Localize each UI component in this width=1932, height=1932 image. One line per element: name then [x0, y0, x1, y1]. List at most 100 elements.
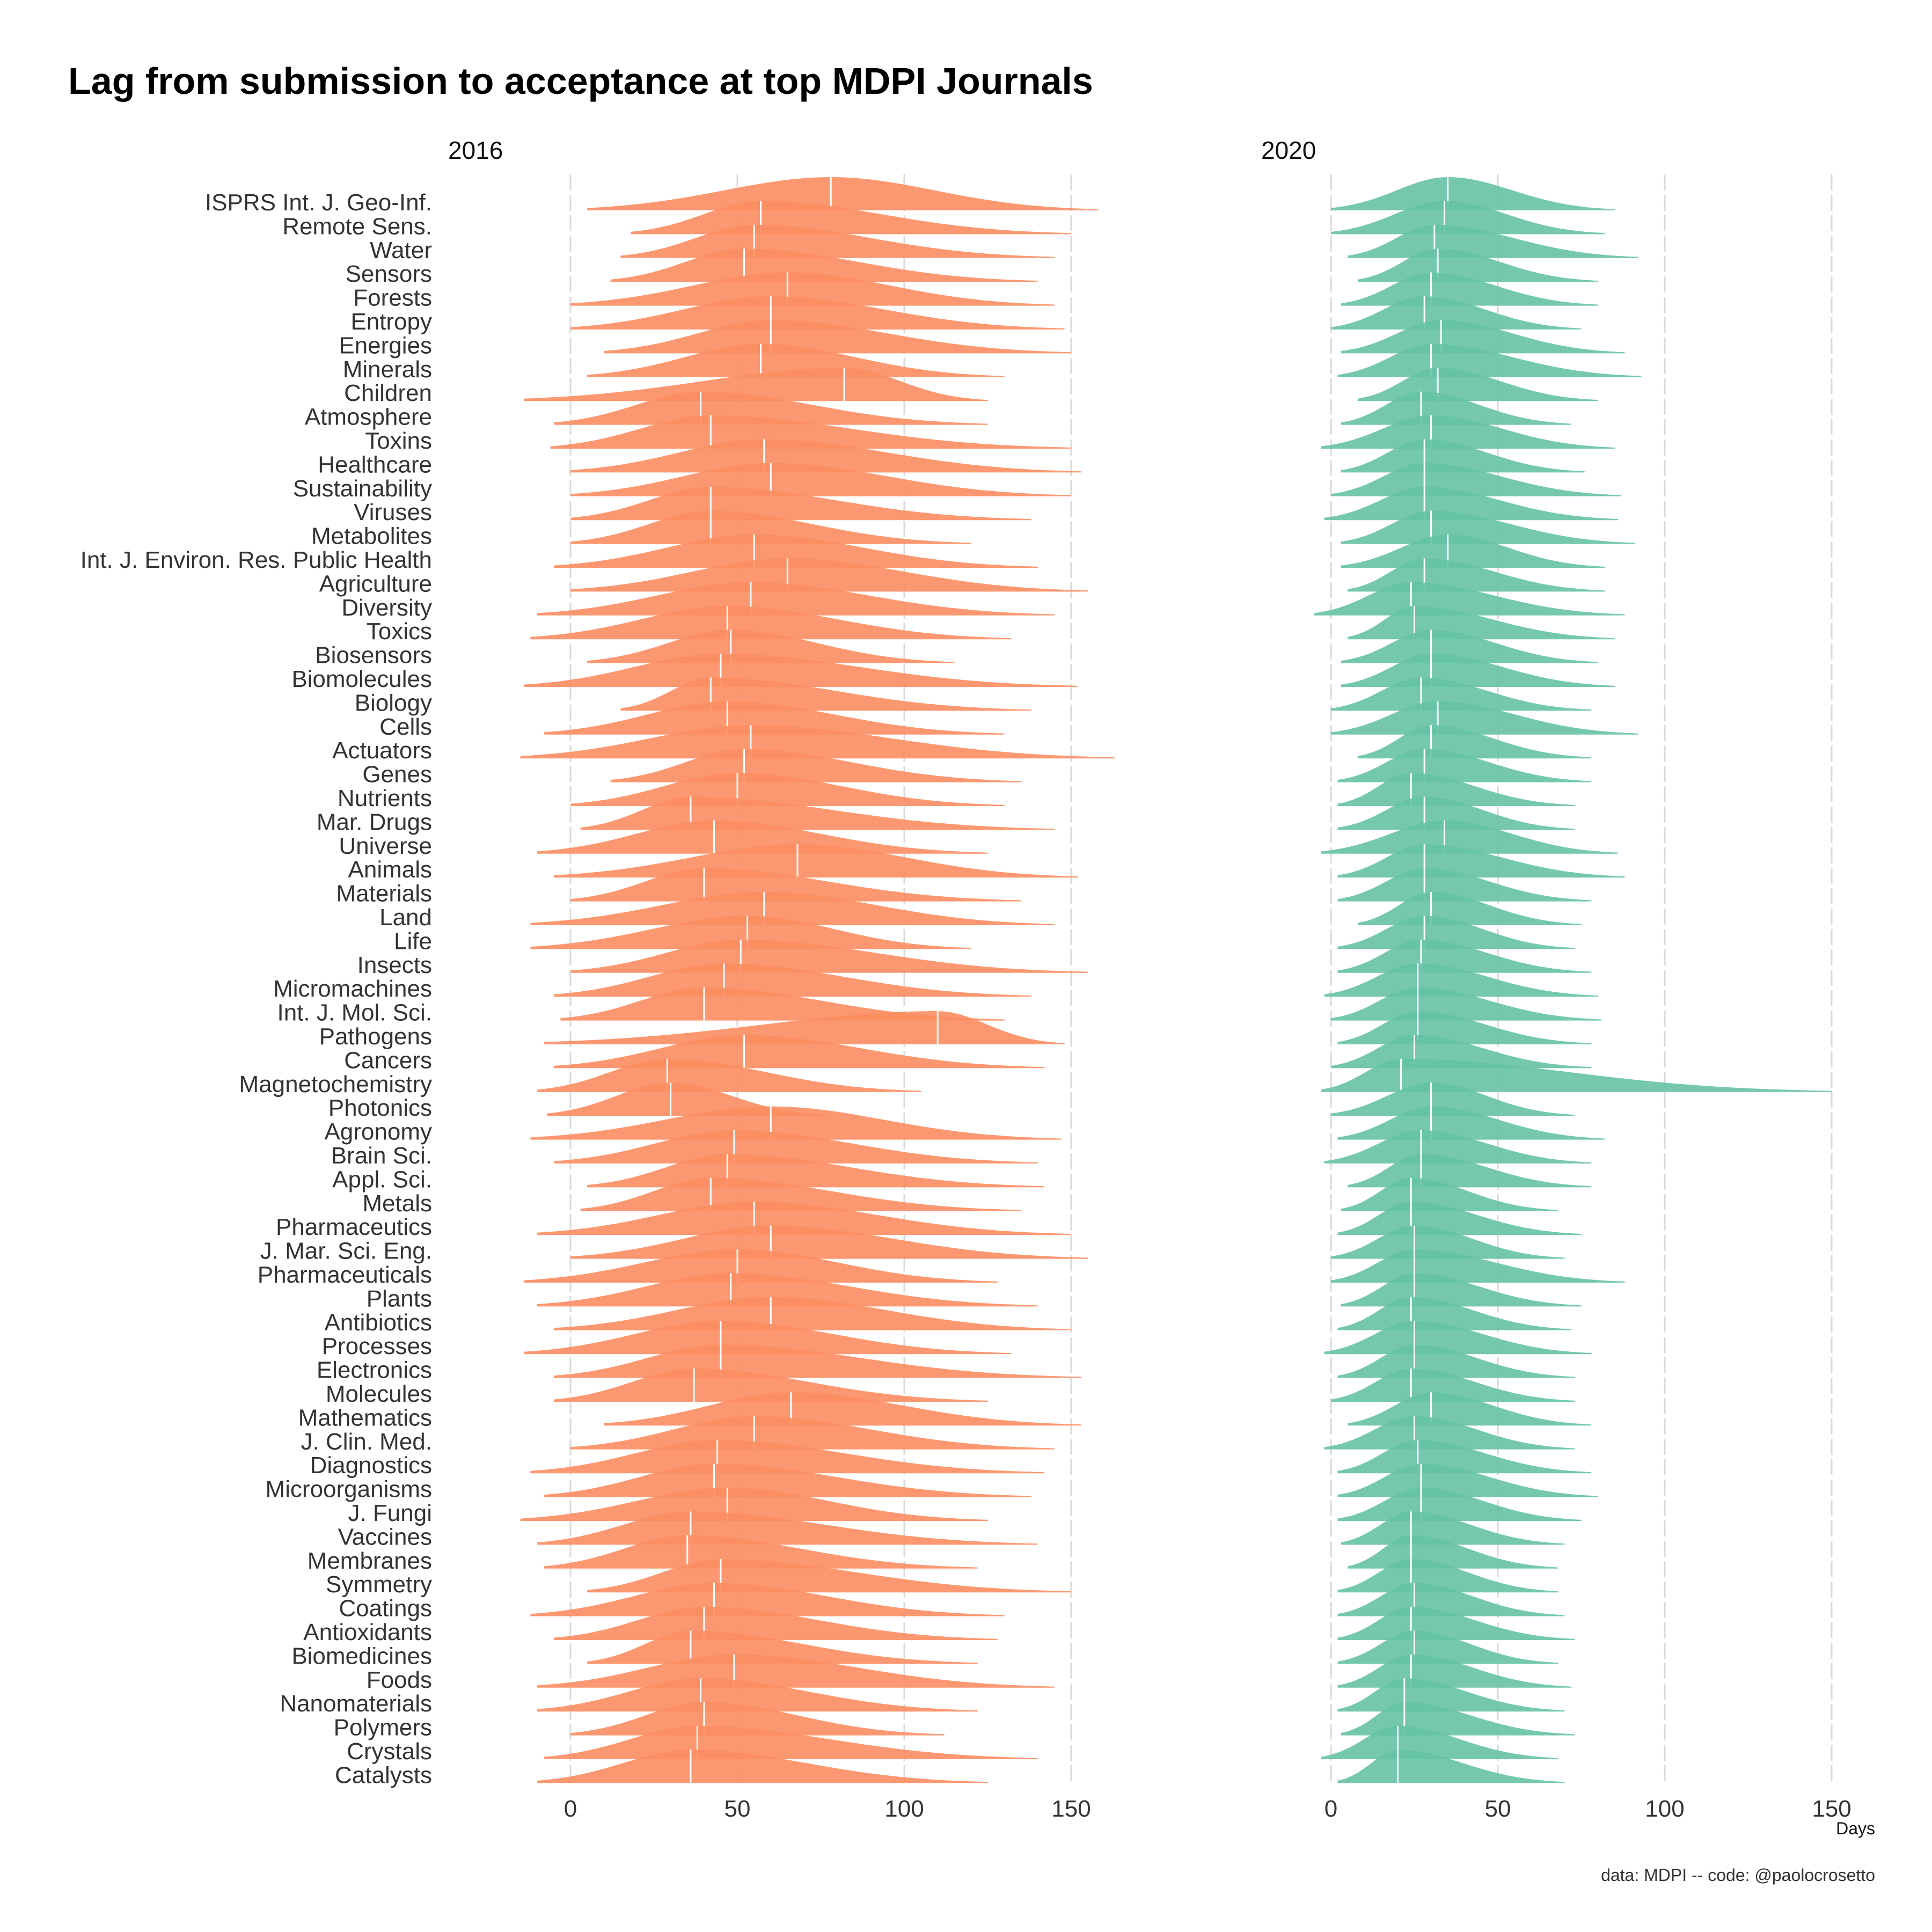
- ridge-2020-agronomy: [1337, 1106, 1605, 1140]
- journal-label-metals: Metals: [362, 1190, 432, 1217]
- ridge-2016-isprs-int-j-geo-inf: [587, 177, 1098, 210]
- ridge-2020-animals: [1337, 844, 1625, 878]
- ridge-2016-children: [523, 368, 988, 401]
- ridge-2016-nanomaterials: [537, 1678, 978, 1712]
- journal-label-biomolecules: Biomolecules: [291, 666, 432, 692]
- ridge-2016-actuators: [520, 725, 1115, 759]
- ridge-2020-molecules: [1331, 1368, 1575, 1402]
- ridge-2020-sustainability: [1331, 463, 1622, 496]
- journal-label-int-j-mol-sci: Int. J. Mol. Sci.: [277, 1000, 432, 1026]
- ridge-2016-insects: [570, 939, 1088, 973]
- ridge-2020-j-mar-sci-eng: [1331, 1225, 1565, 1259]
- ridge-2020-electronics: [1337, 1344, 1575, 1378]
- journal-label-agriculture: Agriculture: [319, 570, 432, 597]
- ridge-2016-biosensors: [587, 630, 955, 663]
- ridge-2016-foods: [537, 1654, 1055, 1688]
- ridge-2020-nanomaterials: [1337, 1678, 1565, 1712]
- ridge-2020-biosensors: [1341, 630, 1598, 663]
- ridge-2020-biomolecules: [1341, 654, 1615, 687]
- ridge-2020-biology: [1331, 677, 1592, 711]
- journal-label-catalysts: Catalysts: [335, 1762, 432, 1788]
- ridge-2016-crystals: [544, 1726, 1038, 1759]
- ridge-2016-processes: [523, 1321, 1011, 1355]
- journal-label-j-clin-med: J. Clin. Med.: [301, 1429, 432, 1455]
- ridge-2020-pathogens: [1337, 1011, 1592, 1044]
- ridge-2020-materials: [1337, 868, 1592, 902]
- journal-label-symmetry: Symmetry: [326, 1571, 432, 1598]
- journal-label-isprs-int-j-geo-inf: ISPRS Int. J. Geo-Inf.: [205, 189, 432, 216]
- ridge-2016-genes: [610, 749, 1021, 782]
- ridge-2020-catalysts: [1337, 1750, 1565, 1783]
- ridge-2020-isprs-int-j-geo-inf: [1331, 177, 1615, 210]
- journal-label-cancers: Cancers: [344, 1047, 432, 1073]
- ridge-2020-atmosphere: [1341, 391, 1571, 425]
- journal-label-nanomaterials: Nanomaterials: [280, 1690, 432, 1717]
- journal-label-genes: Genes: [362, 762, 432, 788]
- ridge-2020-mar-drugs: [1337, 796, 1575, 830]
- ridge-2020-plants: [1341, 1273, 1582, 1307]
- ridge-2016-pharmaceutics: [537, 1202, 1071, 1235]
- ridge-2016-water: [620, 224, 1055, 258]
- ridge-2020-coatings: [1337, 1583, 1565, 1616]
- journal-label-toxics: Toxics: [367, 618, 432, 645]
- journal-label-biomedicines: Biomedicines: [291, 1643, 432, 1669]
- ridge-2016-materials: [570, 868, 1021, 902]
- ridge-2016-molecules: [553, 1368, 988, 1402]
- journal-label-foods: Foods: [367, 1667, 432, 1693]
- journal-label-crystals: Crystals: [347, 1738, 432, 1765]
- ridge-2016-agriculture: [570, 558, 1088, 592]
- ridge-2016-brain-sci: [553, 1130, 1038, 1163]
- journal-label-healthcare: Healthcare: [318, 451, 432, 478]
- journal-label-molecules: Molecules: [326, 1381, 432, 1407]
- journal-label-diversity: Diversity: [341, 595, 432, 621]
- ridge-2016-toxics: [530, 606, 1011, 640]
- journal-label-mathematics: Mathematics: [298, 1404, 432, 1431]
- ridge-2016-diagnostics: [530, 1440, 1045, 1474]
- x-tick-label: 0: [1324, 1796, 1337, 1822]
- ridge-2016-healthcare: [570, 439, 1081, 473]
- journal-label-remote-sens: Remote Sens.: [282, 213, 432, 239]
- journal-label-membranes: Membranes: [308, 1548, 432, 1574]
- journal-label-diagnostics: Diagnostics: [310, 1452, 432, 1479]
- journal-label-water: Water: [370, 237, 432, 264]
- ridge-2020-membranes: [1348, 1535, 1558, 1569]
- ridge-2020-crystals: [1321, 1726, 1558, 1759]
- ridge-2016-land: [530, 892, 1055, 925]
- journal-label-appl-sci: Appl. Sci.: [332, 1166, 432, 1192]
- journal-label-land: Land: [379, 904, 432, 931]
- journal-label-nutrients: Nutrients: [338, 785, 432, 811]
- journal-label-energies: Energies: [339, 332, 432, 358]
- ridge-2020-sensors: [1357, 248, 1598, 282]
- journal-label-cells: Cells: [379, 714, 432, 740]
- ridge-2016-animals: [553, 844, 1078, 878]
- ridge-2016-sensors: [610, 248, 1038, 282]
- ridge-2020-water: [1348, 224, 1638, 258]
- journal-label-vaccines: Vaccines: [338, 1524, 432, 1550]
- journal-label-magnetochemistry: Magnetochemistry: [239, 1071, 432, 1097]
- journal-label-antibiotics: Antibiotics: [324, 1309, 432, 1336]
- ridge-2016-energies: [604, 320, 1071, 354]
- journal-label-forests: Forests: [353, 285, 432, 311]
- journal-label-pharmaceuticals: Pharmaceuticals: [258, 1262, 432, 1288]
- ridge-2020-antibiotics: [1337, 1297, 1571, 1330]
- journal-label-mar-drugs: Mar. Drugs: [317, 809, 432, 835]
- ridge-2020-magnetochemistry: [1321, 1058, 1832, 1092]
- ridge-2016-agronomy: [530, 1106, 1062, 1140]
- ridge-2020-antioxidants: [1337, 1607, 1575, 1640]
- x-tick-label: 150: [1812, 1796, 1851, 1822]
- ridge-2016-microorganisms: [544, 1463, 1031, 1497]
- journal-label-entropy: Entropy: [350, 309, 432, 335]
- ridge-2020-int-j-environ-res-public-health: [1341, 535, 1605, 568]
- journal-label-animals: Animals: [348, 857, 433, 883]
- journal-label-photonics: Photonics: [328, 1095, 432, 1121]
- ridge-2016-int-j-environ-res-public-health: [553, 535, 1038, 568]
- ridge-2016-toxins: [550, 415, 1071, 449]
- ridge-2020-j-fungi: [1337, 1488, 1582, 1521]
- ridge-2020-pharmaceuticals: [1331, 1249, 1625, 1283]
- ridge-2020-toxins: [1321, 415, 1615, 449]
- ridge-2016-plants: [537, 1273, 1038, 1307]
- panel-label-2016: 2016: [448, 136, 503, 164]
- x-tick-label: 150: [1051, 1796, 1091, 1822]
- ridge-2020-pharmaceutics: [1337, 1202, 1582, 1235]
